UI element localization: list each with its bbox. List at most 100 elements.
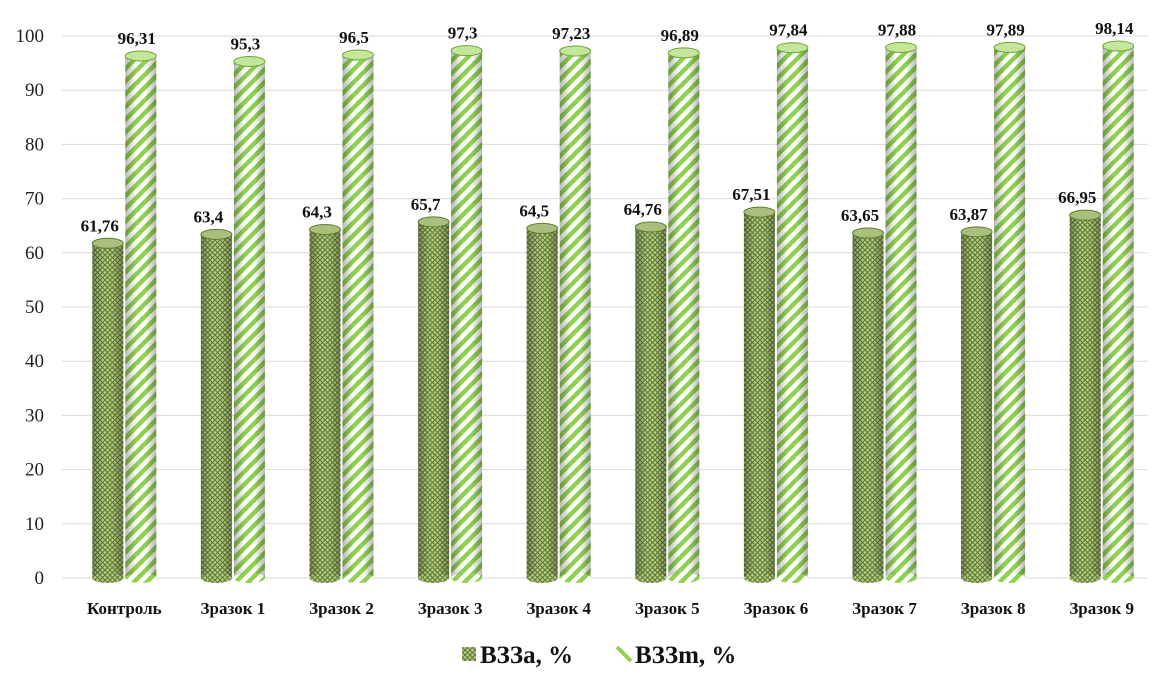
bar-vzza-7	[852, 227, 884, 583]
data-label-vzza-1: 63,4	[194, 207, 224, 226]
bar-shade	[1069, 215, 1101, 579]
legend: ВЗЗа, % ВЗЗm, %	[462, 642, 736, 669]
bar-base	[559, 573, 591, 583]
bar-vzzm-4	[559, 45, 592, 583]
bar-top	[417, 216, 450, 228]
bar-shade	[668, 52, 700, 578]
bar-vzzm-9	[1102, 40, 1135, 583]
bar-vzzm-7	[885, 41, 917, 583]
bar-base	[125, 573, 157, 583]
legend-swatch-vzzm	[615, 645, 633, 663]
bar-shade	[451, 50, 483, 579]
bar-vzzm-1	[233, 55, 266, 583]
y-tick-label-10: 10	[25, 514, 44, 535]
bar-shade	[1102, 46, 1134, 579]
bar-base	[418, 573, 450, 583]
data-label-vzza-4: 64,5	[519, 201, 549, 220]
data-label-vzza-2: 64,3	[302, 202, 332, 221]
bar-base	[961, 573, 993, 583]
bar-shade	[776, 47, 808, 578]
legend-item-vzza: ВЗЗа, %	[462, 642, 573, 669]
bar-vzzm-8	[993, 41, 1026, 583]
bar-base	[743, 573, 775, 583]
x-tick-label-0: Контроль	[87, 599, 162, 618]
x-tick-label-8: Зразок 8	[961, 599, 1026, 618]
bar-base	[342, 573, 374, 583]
bar-vzza-9	[1069, 209, 1102, 583]
bar-shade	[559, 51, 591, 578]
legend-label-vzzm: ВЗЗm, %	[635, 642, 736, 669]
bar-shade	[994, 47, 1026, 578]
data-label-vzzm-0: 96,31	[118, 29, 156, 48]
data-label-vzza-0: 61,76	[81, 216, 119, 235]
data-label-vzzm-6: 97,84	[769, 21, 808, 40]
x-tick-label-3: Зразок 3	[418, 599, 483, 618]
bar-top	[960, 226, 993, 238]
bar-top	[993, 41, 1026, 53]
bar-base	[994, 573, 1026, 583]
bar-shade	[743, 212, 775, 578]
legend-item-vzzm: ВЗЗm, %	[615, 642, 736, 669]
bar-vzzm-5	[667, 47, 700, 583]
bar-top	[1069, 209, 1102, 221]
y-tick-label-60: 60	[25, 243, 44, 264]
bar-vzza-5	[634, 221, 667, 583]
bar-top	[124, 50, 157, 62]
bar-vzzm-2	[342, 49, 374, 583]
y-tick-label-50: 50	[25, 297, 44, 318]
data-label-vzza-3: 65,7	[411, 195, 441, 214]
bar-shade	[418, 221, 450, 578]
legend-label-vzza: ВЗЗа, %	[480, 642, 573, 669]
bar-vzza-0	[91, 237, 124, 583]
y-tick-label-20: 20	[25, 460, 44, 481]
y-tick-label-70: 70	[25, 189, 44, 210]
bar-shade	[125, 55, 157, 578]
bar-top	[885, 41, 917, 53]
x-tick-label-1: Зразок 1	[201, 599, 266, 618]
bar-top	[342, 49, 374, 61]
bar-top	[776, 42, 809, 54]
bar-shade	[961, 231, 993, 579]
bar-vzza-6	[743, 206, 776, 583]
data-label-vzzm-3: 97,3	[448, 24, 478, 43]
data-label-vzza-9: 66,95	[1058, 188, 1096, 207]
legend-swatch-vzza	[462, 647, 476, 661]
bar-base	[233, 573, 265, 583]
bar-top	[559, 45, 592, 57]
bar-base	[92, 573, 124, 583]
bar-base	[668, 573, 700, 583]
labels-layer: 0 10 20 30 40 50 60 70 80 90 100 61,76 96,31 Контроль…	[16, 19, 1135, 618]
bar-top	[667, 47, 700, 59]
bar-base	[885, 573, 917, 583]
bar-shade	[200, 234, 232, 578]
y-tick-label-90: 90	[25, 80, 44, 101]
bar-top	[200, 228, 233, 240]
bar-top	[526, 222, 559, 234]
data-label-vzzm-9: 98,14	[1095, 19, 1134, 38]
bar-base	[200, 573, 232, 583]
data-label-vzza-5: 64,76	[624, 200, 662, 219]
data-label-vzza-8: 63,87	[949, 205, 988, 224]
bar-shade	[885, 47, 917, 578]
bar-shade	[309, 229, 341, 578]
y-tick-label-30: 30	[25, 405, 44, 426]
bar-base	[635, 573, 667, 583]
bar-top	[91, 237, 124, 249]
bar-vzzm-0	[124, 50, 157, 583]
bar-shade	[92, 243, 124, 578]
bar-base	[451, 573, 483, 583]
data-label-vzzm-5: 96,89	[661, 26, 699, 45]
bar-vzzm-3	[450, 45, 483, 583]
bar-top	[852, 227, 884, 239]
bar-shade	[233, 61, 265, 578]
y-tick-label-0: 0	[35, 568, 45, 589]
bar-base	[309, 573, 341, 583]
data-label-vzza-7: 63,65	[841, 206, 879, 225]
bar-base	[776, 573, 808, 583]
bar-vzza-1	[200, 228, 233, 583]
bar-shade	[342, 54, 374, 579]
bar-vzza-8	[960, 226, 993, 583]
bar-base	[1069, 573, 1101, 583]
